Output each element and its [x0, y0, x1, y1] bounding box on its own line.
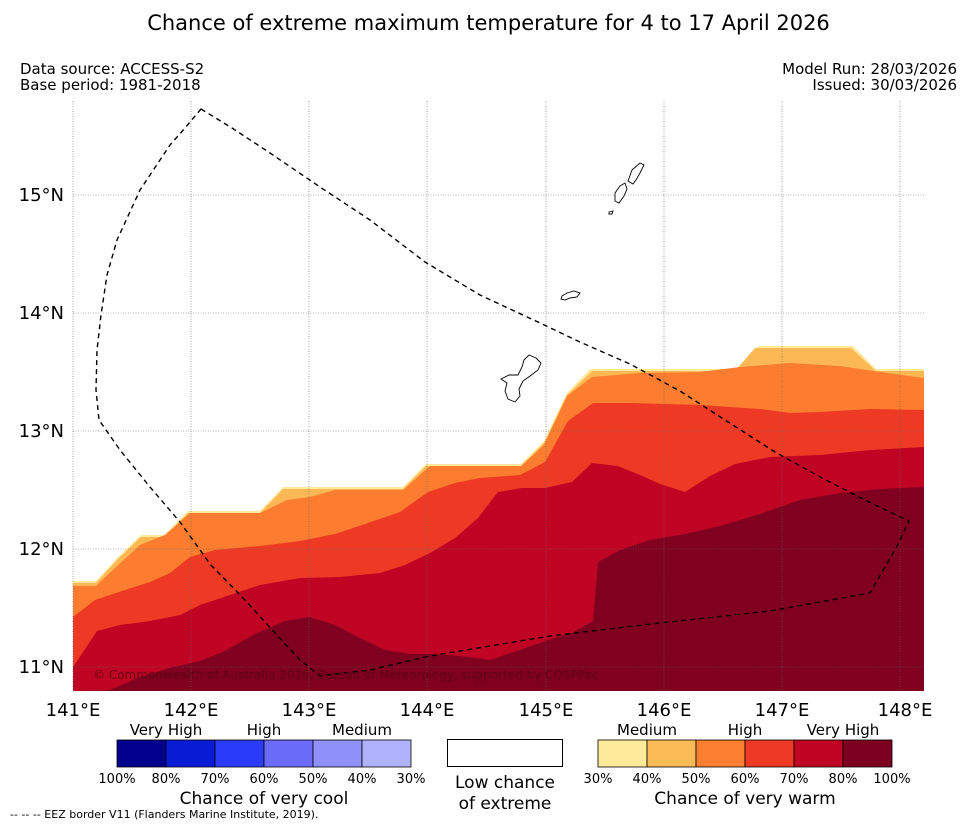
cool-tick-label: 40%: [348, 772, 377, 787]
lat-label: 12°N: [19, 539, 64, 560]
warm-swatch: [744, 739, 795, 768]
cool-colorbar: Very High High Medium 100% 80% 70% 60% 50% 40…: [98, 721, 425, 809]
cool-tick-label: 50%: [299, 772, 328, 787]
warm-tick-label: 70%: [780, 772, 809, 787]
eez-border-line: [95, 108, 910, 677]
warm-tick-label: 50%: [682, 772, 711, 787]
base-period: Base period: 1981-2018: [20, 76, 201, 94]
warm-colorbar: Medium High Very High 30% 40% 50% 60% 70% 80%…: [584, 721, 911, 809]
low-chance-label: Low chance of extreme: [447, 773, 563, 815]
zone-very-high-80: [73, 487, 924, 691]
lon-label: 146°E: [637, 700, 692, 721]
warm-swatch: [842, 739, 893, 768]
lon-label: 141°E: [46, 700, 101, 721]
warm-tick-label: 40%: [633, 772, 662, 787]
lat-label: 11°N: [19, 657, 64, 678]
lat-label: 13°N: [19, 421, 64, 442]
islands: [500, 162, 645, 403]
cool-heading-very-high: Very High: [130, 721, 203, 739]
issued-date: Issued: 30/03/2026: [812, 76, 957, 94]
warm-swatch: [695, 739, 746, 768]
low-chance-line1: Low chance: [455, 773, 555, 793]
copyright-notice: © Commonwealth of Australia 2026, Bureau…: [93, 668, 598, 682]
warm-tick-label: 80%: [829, 772, 858, 787]
island-tinian: [614, 182, 628, 204]
warm-tick-label: 60%: [731, 772, 760, 787]
low-chance-swatch: [447, 739, 563, 767]
island-rota: [560, 290, 581, 301]
cool-swatch: [214, 739, 265, 768]
model-run: Model Run: 28/03/2026: [782, 60, 957, 78]
eez-footnote: -- -- -- EEZ border V11 (Flanders Marine…: [10, 808, 319, 821]
cool-swatch: [116, 739, 167, 768]
island-guam: [500, 354, 542, 403]
lon-label: 148°E: [878, 700, 933, 721]
data-source: Data source: ACCESS-S2: [20, 60, 205, 78]
low-chance-line2: of extreme: [458, 794, 552, 814]
cool-caption: Chance of very cool: [180, 789, 349, 809]
warm-caption: Chance of very warm: [654, 789, 835, 809]
warm-ticks: 30% 40% 50% 60% 70% 80% 100%: [584, 772, 911, 787]
warm-swatch: [597, 739, 648, 768]
cool-swatches: [116, 739, 412, 768]
longitude-labels: 141°E 142°E 143°E 144°E 145°E 146°E 147°…: [46, 700, 933, 721]
warm-heading-high: High: [728, 721, 762, 739]
lon-label: 145°E: [519, 700, 574, 721]
meta-right: Model Run: 28/03/2026 Issued: 30/03/2026: [782, 61, 957, 93]
meta-left: Data source: ACCESS-S2 Base period: 1981…: [20, 61, 204, 93]
cool-tick-label: 100%: [98, 772, 135, 787]
cool-tick-label: 80%: [152, 772, 181, 787]
map-title: Chance of extreme maximum temperature fo…: [147, 11, 830, 35]
cool-ticks: 100% 80% 70% 60% 50% 40% 30%: [98, 772, 425, 787]
gridlines: [72, 101, 924, 691]
warm-heading-medium: Medium: [617, 721, 677, 739]
island-aguijan: [608, 210, 614, 215]
warm-heading-very-high: Very High: [807, 721, 880, 739]
warm-swatches: [597, 739, 893, 768]
cool-tick-label: 60%: [250, 772, 279, 787]
lon-label: 147°E: [755, 700, 810, 721]
warm-swatch: [793, 739, 844, 768]
temperature-zones: [73, 346, 924, 691]
warm-tick-label: 30%: [584, 772, 613, 787]
cool-swatch: [263, 739, 314, 768]
island-saipan: [627, 162, 645, 185]
lat-label: 14°N: [19, 303, 64, 324]
cool-swatch: [361, 739, 412, 768]
cool-swatch: [312, 739, 363, 768]
warm-swatch: [646, 739, 697, 768]
cool-tick-label: 30%: [397, 772, 426, 787]
lon-label: 142°E: [164, 700, 219, 721]
cool-swatch: [165, 739, 216, 768]
lon-label: 143°E: [282, 700, 337, 721]
cool-heading-high: High: [247, 721, 281, 739]
lat-label: 15°N: [19, 185, 64, 206]
cool-heading-medium: Medium: [332, 721, 392, 739]
cool-tick-label: 70%: [201, 772, 230, 787]
warm-tick-label: 100%: [873, 772, 910, 787]
lon-label: 144°E: [400, 700, 455, 721]
latitude-labels: 15°N 14°N 13°N 12°N 11°N: [19, 185, 64, 678]
